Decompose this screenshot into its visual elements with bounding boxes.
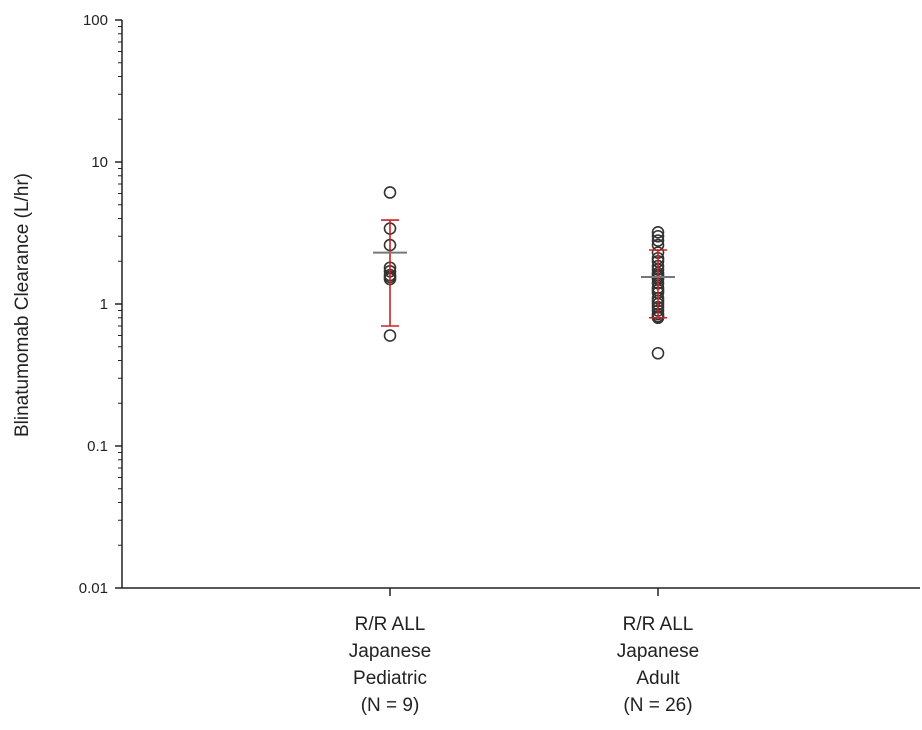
y-tick-label: 100: [83, 12, 108, 29]
y-tick-label: 10: [91, 154, 108, 171]
data-point: [383, 329, 397, 342]
category-label-line: Pediatric: [353, 668, 427, 689]
data-point: [651, 229, 665, 243]
data-point: [651, 234, 665, 247]
category-label-line: (N = 9): [361, 695, 420, 716]
y-tick-label: 0.01: [79, 580, 108, 597]
category-label-line: Japanese: [617, 641, 699, 662]
category-label-line: R/R ALL: [623, 614, 694, 635]
y-axis-label: Blinatumomab Clearance (L/hr): [12, 173, 33, 437]
group-2: [641, 225, 675, 360]
data-point: [651, 225, 665, 239]
y-ticks: 0.01 0.1 1 10 100: [79, 12, 122, 597]
category-labels: R/R ALL Japanese Pediatric (N = 9) R/R ALL Ja…: [349, 614, 699, 716]
category-label-line: Adult: [636, 668, 680, 689]
category-label-line: Japanese: [349, 641, 431, 662]
category-label-line: R/R ALL: [355, 614, 426, 635]
data-groups: [373, 186, 675, 360]
axes: [121, 20, 920, 596]
data-point: [383, 186, 397, 199]
y-tick-label: 0.1: [87, 438, 108, 455]
category-label-line: (N = 26): [623, 695, 692, 716]
data-point: [651, 346, 665, 360]
y-tick-label: 1: [100, 296, 108, 313]
group-1: [373, 186, 407, 342]
